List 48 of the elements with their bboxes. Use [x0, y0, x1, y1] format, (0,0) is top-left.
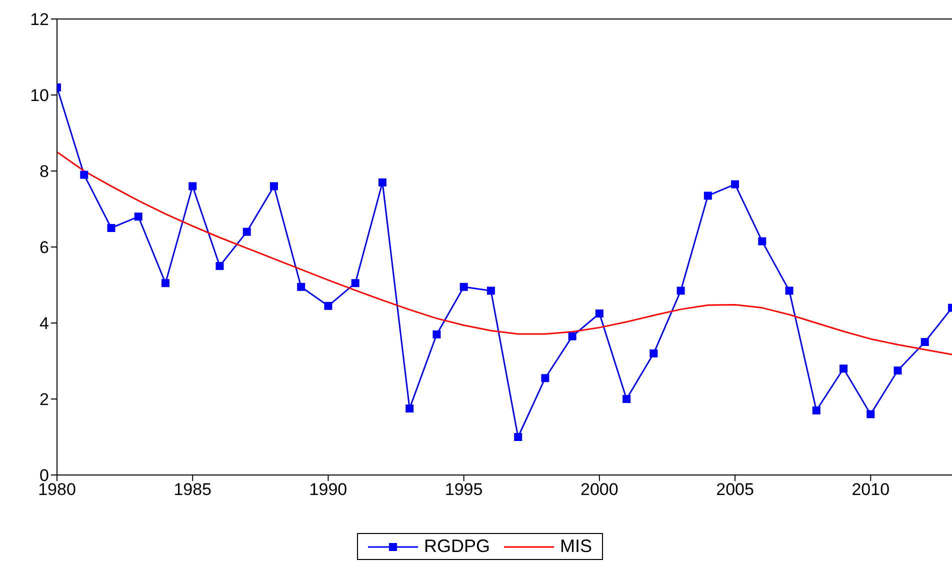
legend-label: MIS — [560, 536, 592, 557]
point — [270, 182, 278, 190]
y-tick-label: 4 — [40, 314, 49, 334]
y-tick-label: 10 — [30, 86, 49, 106]
point — [731, 180, 740, 188]
point — [840, 364, 848, 373]
point — [758, 237, 766, 246]
point — [134, 212, 142, 221]
y-tick-label: 8 — [40, 162, 49, 182]
point — [406, 404, 414, 412]
point — [324, 302, 332, 310]
point — [188, 182, 197, 190]
x-tick-label: 1990 — [309, 480, 348, 500]
y-tick-label: 6 — [40, 238, 49, 258]
point — [920, 338, 929, 346]
point — [622, 395, 631, 403]
point — [812, 406, 820, 414]
x-tick-label: 2000 — [580, 480, 618, 500]
x-tick-label: 2005 — [716, 480, 754, 500]
point — [107, 224, 116, 232]
line-series — [57, 151, 952, 356]
point — [704, 192, 712, 200]
point — [650, 349, 658, 358]
y-tick-label: 12 — [30, 10, 49, 30]
point — [785, 286, 794, 295]
point — [80, 170, 88, 179]
x-tick-label: 2010 — [852, 480, 890, 500]
point — [432, 330, 441, 338]
x-tick-label: 1985 — [174, 480, 212, 500]
point — [514, 433, 522, 441]
point — [568, 332, 576, 340]
point — [460, 282, 468, 291]
point — [216, 262, 224, 270]
point — [378, 178, 386, 186]
point — [297, 282, 306, 291]
legend-label: RGDPG — [424, 536, 490, 557]
point — [894, 366, 902, 374]
y-tick-label: 2 — [40, 390, 49, 410]
x-tick-label: 1995 — [444, 480, 483, 500]
point — [866, 410, 875, 418]
x-tick-label: 1980 — [38, 480, 76, 500]
point — [161, 279, 170, 288]
point — [486, 286, 495, 295]
point — [541, 374, 550, 382]
point — [595, 310, 604, 318]
point — [676, 286, 685, 295]
point — [242, 228, 251, 236]
point — [351, 279, 360, 288]
